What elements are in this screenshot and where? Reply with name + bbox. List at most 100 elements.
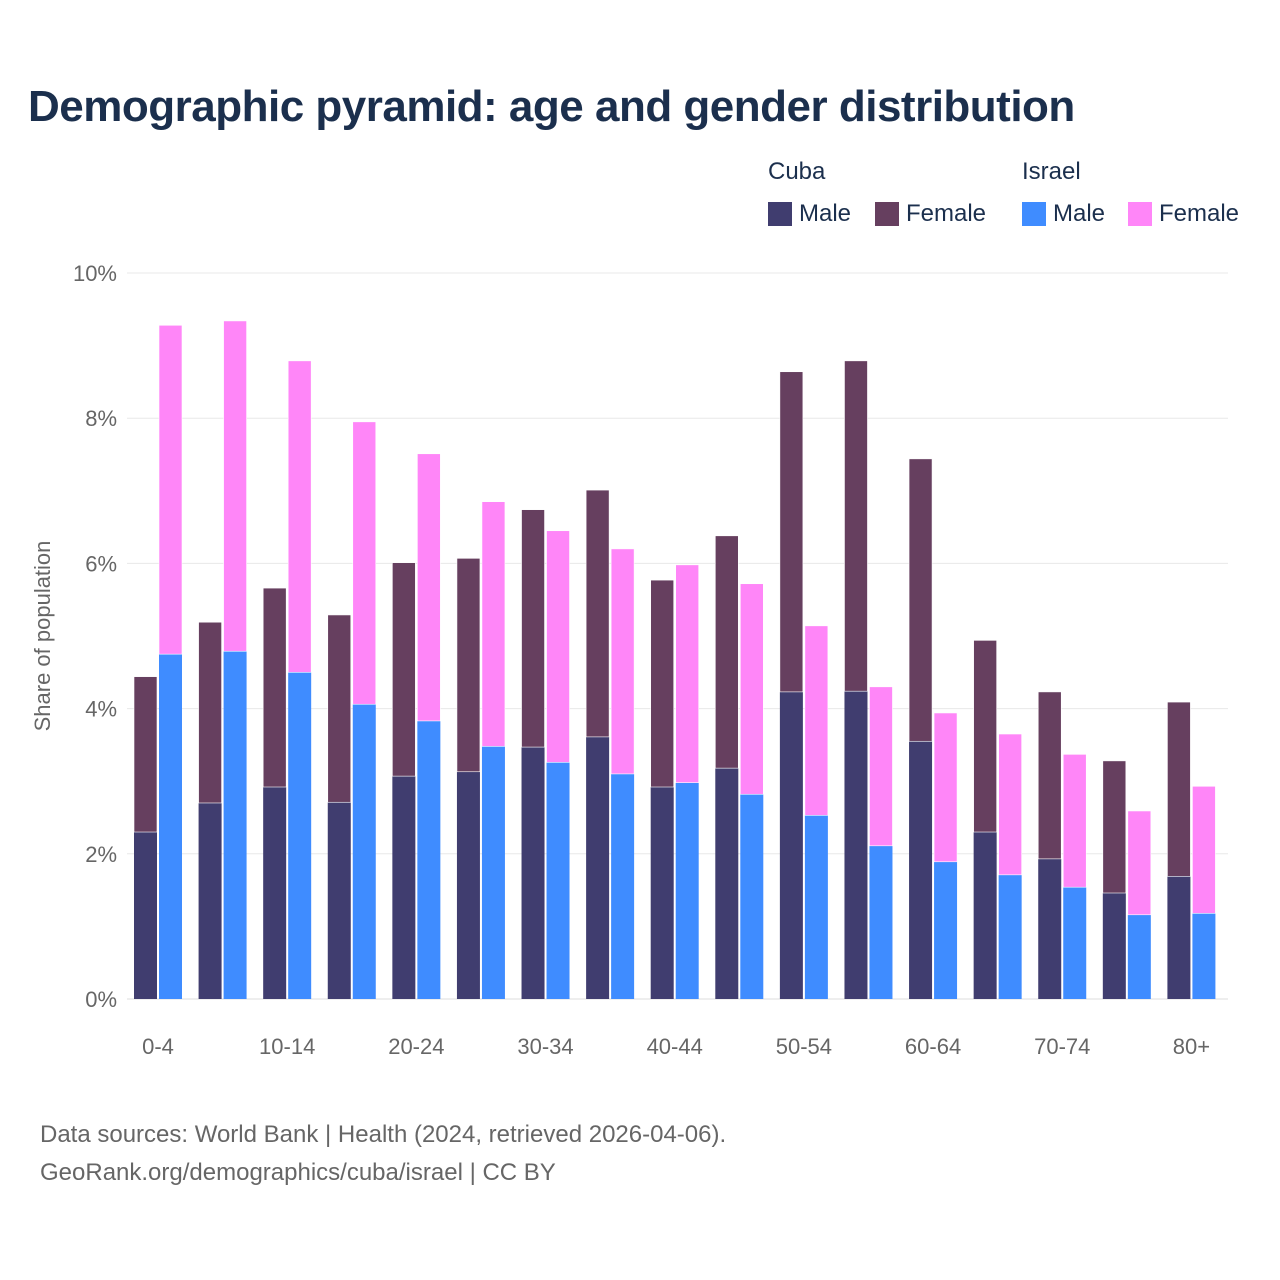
bar-cuba-female-5-9[interactable]: [198, 621, 222, 804]
legend-swatch: [1128, 202, 1152, 226]
bar-israel-male-10-14[interactable]: [288, 672, 312, 999]
bar-israel-male-50-54[interactable]: [804, 815, 828, 999]
bar-israel-female-50-54[interactable]: [804, 625, 829, 816]
bar-cuba-male-20-24[interactable]: [392, 776, 416, 999]
bar-cuba-male-60-64[interactable]: [909, 741, 933, 999]
bar-israel-male-40-44[interactable]: [675, 782, 699, 999]
bar-israel-female-20-24[interactable]: [417, 453, 441, 722]
bar-israel-female-25-29[interactable]: [481, 501, 506, 747]
bar-cuba-female-20-24[interactable]: [392, 562, 416, 777]
bar-israel-female-0-4[interactable]: [158, 324, 183, 655]
bar-cuba-male-80+[interactable]: [1167, 876, 1191, 999]
x-tick-label: 0-4: [142, 1034, 174, 1059]
x-tick-label: 40-44: [647, 1034, 703, 1059]
bar-cuba-male-10-14[interactable]: [263, 787, 287, 999]
bar-israel-male-70-74[interactable]: [1063, 887, 1087, 999]
bar-israel-female-10-14[interactable]: [287, 360, 312, 673]
x-tick-label: 10-14: [259, 1034, 315, 1059]
x-tick-label: 30-34: [517, 1034, 573, 1059]
bar-israel-female-70-74[interactable]: [1062, 754, 1087, 888]
bar-cuba-female-40-44[interactable]: [650, 579, 675, 788]
bar-israel-female-60-64[interactable]: [933, 712, 958, 863]
bar-israel-female-75-79[interactable]: [1127, 810, 1152, 916]
bar-israel-male-80+[interactable]: [1192, 913, 1216, 999]
legend-group-israel: Israel: [1022, 158, 1081, 185]
bar-cuba-female-45-49[interactable]: [714, 535, 739, 769]
x-tick-label: 80+: [1173, 1034, 1210, 1059]
legend-swatch: [875, 202, 899, 226]
legend-group-cuba: Cuba: [768, 158, 826, 185]
source-line-1: Data sources: World Bank | Health (2024,…: [40, 1121, 727, 1148]
y-tick-label: 8%: [85, 406, 117, 431]
legend-label: Female: [906, 200, 987, 227]
bar-cuba-female-80+[interactable]: [1167, 701, 1191, 877]
source-note: Data sources: World Bank | Health (2024,…: [40, 1116, 726, 1192]
bar-israel-male-30-34[interactable]: [546, 762, 570, 999]
bar-israel-male-75-79[interactable]: [1127, 914, 1151, 999]
bar-israel-male-5-9[interactable]: [223, 651, 247, 999]
bar-cuba-female-60-64[interactable]: [908, 458, 933, 742]
bar-israel-female-35-39[interactable]: [610, 548, 635, 775]
chart-title: Demographic pyramid: age and gender dist…: [28, 82, 1075, 131]
bar-israel-female-45-49[interactable]: [739, 583, 764, 795]
x-tick-label: 50-54: [776, 1034, 832, 1059]
bar-israel-male-55-59[interactable]: [869, 845, 893, 999]
legend-cuba-male[interactable]: Male: [768, 200, 851, 228]
bar-israel-male-15-19[interactable]: [352, 704, 376, 999]
bar-cuba-female-75-79[interactable]: [1102, 760, 1127, 894]
legend-label: Male: [1053, 200, 1106, 227]
y-tick-label: 6%: [85, 551, 117, 576]
bar-cuba-male-0-4[interactable]: [134, 832, 157, 999]
bar-israel-female-55-59[interactable]: [869, 686, 893, 847]
bar-cuba-female-0-4[interactable]: [133, 676, 158, 833]
bar-cuba-female-50-54[interactable]: [779, 371, 804, 693]
bar-israel-male-35-39[interactable]: [611, 773, 635, 999]
y-tick-label: 10%: [73, 261, 117, 286]
bar-israel-male-60-64[interactable]: [934, 861, 958, 999]
bar-israel-female-65-69[interactable]: [998, 733, 1022, 876]
bar-cuba-male-50-54[interactable]: [779, 691, 803, 999]
bar-cuba-male-15-19[interactable]: [327, 802, 351, 999]
bar-israel-female-40-44[interactable]: [675, 564, 700, 783]
bar-israel-male-0-4[interactable]: [159, 654, 182, 999]
bar-cuba-male-40-44[interactable]: [650, 787, 674, 999]
legend-swatch: [768, 202, 792, 226]
bar-cuba-female-35-39[interactable]: [585, 489, 610, 738]
bar-cuba-female-30-34[interactable]: [521, 509, 545, 748]
bar-israel-male-20-24[interactable]: [417, 720, 441, 999]
legend-label: Male: [799, 200, 852, 227]
bar-cuba-female-10-14[interactable]: [262, 587, 287, 788]
y-tick-label: 4%: [85, 697, 117, 722]
y-tick-label: 0%: [85, 987, 117, 1012]
bar-cuba-male-30-34[interactable]: [521, 747, 545, 999]
bar-cuba-female-55-59[interactable]: [844, 360, 868, 692]
legend-israel-female[interactable]: Female: [1128, 200, 1239, 228]
bar-israel-female-80+[interactable]: [1192, 785, 1216, 914]
legend-label: Female: [1159, 200, 1240, 227]
bar-israel-female-30-34[interactable]: [546, 530, 570, 763]
bar-cuba-female-25-29[interactable]: [456, 558, 481, 773]
bar-cuba-female-65-69[interactable]: [973, 640, 997, 833]
x-tick-label: 70-74: [1034, 1034, 1090, 1059]
legend-cuba-female[interactable]: Female: [875, 200, 986, 228]
bar-cuba-male-70-74[interactable]: [1038, 858, 1062, 999]
x-tick-label: 60-64: [905, 1034, 961, 1059]
bar-cuba-male-35-39[interactable]: [586, 736, 610, 999]
x-tick-label: 20-24: [388, 1034, 444, 1059]
bar-israel-male-65-69[interactable]: [998, 874, 1022, 999]
bar-cuba-male-5-9[interactable]: [198, 802, 222, 999]
bar-cuba-male-55-59[interactable]: [844, 691, 868, 999]
legend-israel-male[interactable]: Male: [1022, 200, 1105, 228]
bar-israel-female-5-9[interactable]: [223, 320, 247, 652]
bar-israel-female-15-19[interactable]: [352, 421, 377, 705]
bar-cuba-male-25-29[interactable]: [456, 771, 480, 999]
bar-israel-male-25-29[interactable]: [481, 746, 505, 999]
bar-cuba-male-65-69[interactable]: [973, 832, 997, 999]
bar-cuba-male-75-79[interactable]: [1102, 893, 1126, 999]
bar-cuba-male-45-49[interactable]: [715, 768, 739, 999]
bar-israel-male-45-49[interactable]: [740, 794, 764, 999]
bar-cuba-female-70-74[interactable]: [1037, 691, 1062, 860]
bar-cuba-female-15-19[interactable]: [327, 614, 352, 803]
